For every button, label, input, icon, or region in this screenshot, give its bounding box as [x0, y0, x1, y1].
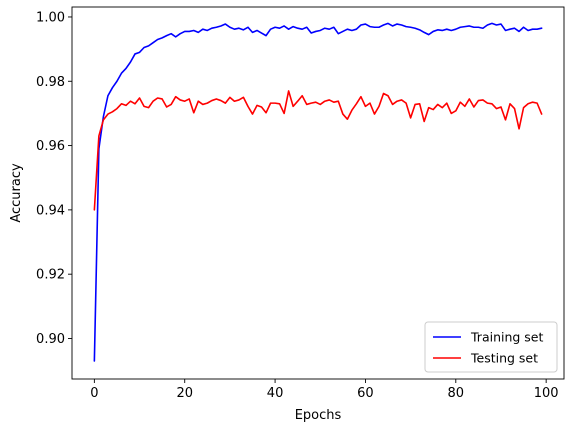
x-tick-label: 80 [448, 386, 465, 401]
x-tick-label: 40 [267, 386, 284, 401]
x-axis-label: Epochs [295, 408, 342, 423]
x-tick-label: 100 [534, 386, 559, 401]
y-tick-label: 1.00 [36, 10, 65, 25]
y-axis-label: Accuracy [9, 163, 24, 223]
y-tick-label: 0.94 [36, 203, 65, 218]
y-tick-label: 0.92 [36, 268, 65, 283]
legend-label-testing: Testing set [470, 351, 538, 366]
x-tick-label: 20 [176, 386, 193, 401]
x-tick-label: 0 [90, 386, 98, 401]
x-tick-label: 60 [357, 386, 374, 401]
legend-label-training: Training set [470, 330, 543, 345]
y-tick-label: 0.98 [36, 75, 65, 90]
legend: Training set Testing set [425, 322, 557, 372]
y-tick-label: 0.96 [36, 139, 65, 154]
y-tick-label: 0.90 [36, 332, 65, 347]
